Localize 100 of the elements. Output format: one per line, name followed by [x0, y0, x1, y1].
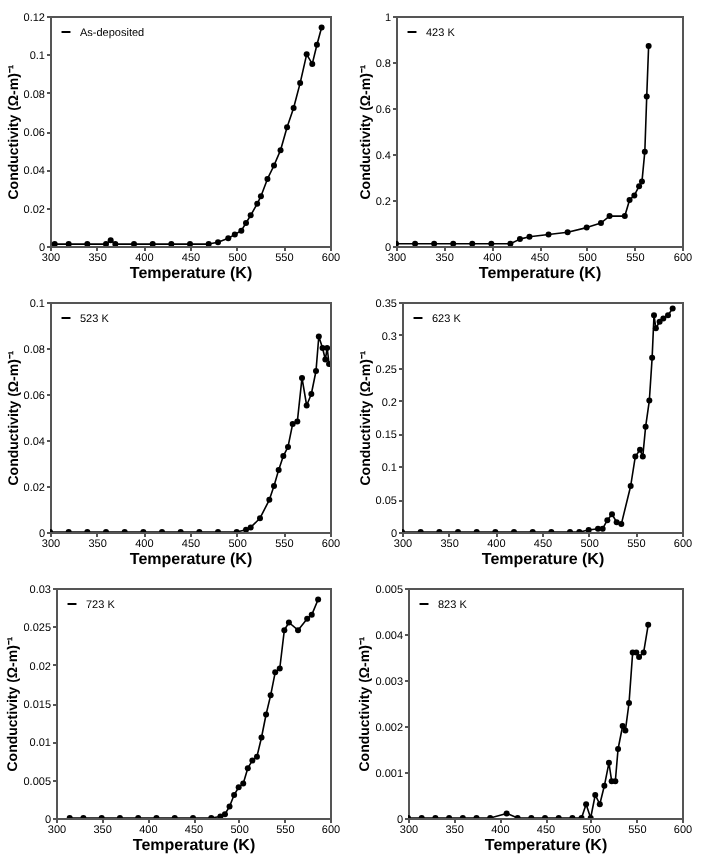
- point: [231, 231, 238, 238]
- point: [297, 80, 304, 87]
- point: [294, 418, 301, 425]
- point: [652, 325, 659, 332]
- point: [596, 801, 603, 808]
- point: [621, 213, 628, 220]
- point: [299, 374, 305, 381]
- point: [601, 782, 608, 789]
- point: [583, 224, 590, 231]
- point: [605, 759, 612, 766]
- point: [281, 627, 288, 634]
- point: [640, 649, 647, 656]
- point: [285, 443, 291, 450]
- point: [507, 240, 514, 246]
- point: [597, 220, 604, 226]
- point: [303, 402, 310, 409]
- point: [284, 124, 291, 131]
- point: [645, 42, 652, 49]
- x-axis-title: Temperature (K): [478, 264, 602, 282]
- point: [322, 356, 329, 363]
- point: [646, 397, 653, 404]
- point: [257, 193, 264, 200]
- point: [469, 240, 476, 246]
- point: [280, 453, 287, 460]
- point: [238, 227, 245, 234]
- point: [619, 723, 626, 729]
- point: [649, 354, 656, 361]
- point: [631, 192, 638, 199]
- point: [643, 93, 650, 100]
- point: [526, 233, 533, 240]
- point: [564, 229, 571, 236]
- point: [254, 200, 261, 207]
- point: [240, 780, 247, 787]
- point: [613, 519, 620, 526]
- point: [660, 315, 667, 322]
- point: [263, 711, 270, 718]
- point: [295, 627, 302, 634]
- point: [503, 810, 510, 817]
- point: [303, 51, 310, 58]
- point: [243, 526, 249, 532]
- point: [313, 41, 320, 48]
- point: [247, 212, 254, 219]
- point: [632, 453, 639, 460]
- point: [275, 466, 282, 473]
- point: [545, 231, 552, 238]
- point: [622, 727, 629, 734]
- point: [276, 665, 283, 672]
- point: [243, 220, 249, 226]
- point: [231, 792, 238, 798]
- point: [315, 596, 322, 603]
- point: [583, 801, 590, 808]
- point: [599, 525, 606, 532]
- point: [304, 615, 311, 622]
- point: [651, 312, 657, 319]
- point: [450, 240, 457, 246]
- point: [258, 734, 265, 741]
- point: [638, 178, 645, 185]
- point: [626, 700, 633, 706]
- x-axis-title: Temperature (K): [484, 836, 608, 854]
- point: [308, 611, 315, 618]
- point: [247, 524, 254, 531]
- point: [606, 213, 613, 220]
- point: [639, 453, 646, 460]
- point: [266, 496, 273, 503]
- point: [272, 669, 279, 676]
- point: [221, 811, 228, 818]
- point: [609, 511, 615, 518]
- point: [636, 654, 643, 660]
- point: [637, 446, 643, 453]
- point: [244, 765, 251, 772]
- point: [264, 175, 271, 182]
- point: [641, 148, 648, 155]
- point: [412, 240, 419, 246]
- point: [645, 621, 652, 628]
- point: [225, 235, 232, 242]
- point: [235, 784, 242, 791]
- x-axis-title: Temperature (K): [129, 264, 253, 282]
- point: [257, 515, 263, 522]
- x-axis-title: Temperature (K): [481, 550, 605, 568]
- point: [656, 318, 663, 325]
- point: [516, 236, 523, 243]
- point: [615, 746, 622, 752]
- point: [313, 368, 319, 374]
- point: [308, 391, 315, 397]
- point: [309, 60, 316, 67]
- point: [277, 147, 284, 154]
- point: [289, 420, 296, 427]
- x-axis-title: Temperature (K): [132, 836, 256, 854]
- point: [318, 24, 325, 31]
- point: [215, 239, 221, 246]
- point: [290, 105, 297, 111]
- point: [285, 619, 292, 626]
- point: [488, 240, 495, 246]
- point: [595, 525, 601, 532]
- point: [669, 305, 676, 312]
- point: [618, 521, 625, 528]
- point: [226, 803, 233, 810]
- point: [107, 237, 114, 244]
- point: [665, 312, 671, 319]
- line-series: [50, 333, 330, 532]
